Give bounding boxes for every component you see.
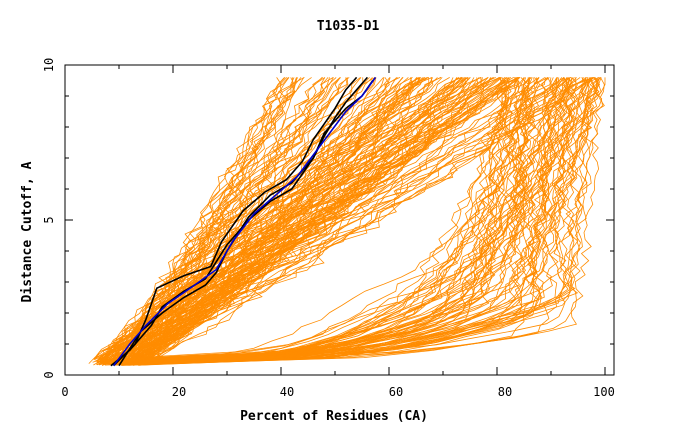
background-series-line (131, 77, 581, 362)
background-series-line (140, 77, 578, 361)
background-series-line (144, 77, 520, 363)
background-series-line (137, 77, 538, 365)
background-series-line (101, 77, 575, 363)
background-series-line (119, 77, 285, 359)
background-series-line (140, 77, 532, 364)
x-tick-label-40: 40 (280, 385, 294, 399)
background-series-line (104, 77, 510, 366)
background-series-line (103, 77, 323, 365)
highlight-series-group (110, 76, 377, 367)
background-series-line (124, 77, 542, 364)
background-series-line (152, 77, 460, 362)
background-series-line (114, 77, 558, 364)
background-series-line (123, 77, 305, 360)
background-series-line (139, 77, 549, 359)
background-series-line (138, 77, 531, 365)
background-series-line (96, 77, 592, 365)
x-tick-label-60: 60 (389, 385, 403, 399)
background-series-line (114, 77, 568, 366)
background-series-line (118, 77, 564, 360)
background-series-line (94, 77, 469, 361)
background-series-line (96, 77, 602, 364)
background-series-line (137, 77, 418, 364)
background-series-line (105, 77, 595, 362)
background-series-line (138, 77, 587, 366)
y-tick-label-5: 5 (42, 216, 56, 223)
background-series-line (101, 77, 391, 366)
chart-title: T1035-D1 (317, 19, 380, 34)
highlight-series-line-4 (112, 76, 377, 367)
background-series-line (136, 77, 594, 366)
background-series-line (104, 77, 341, 366)
background-series-line (106, 77, 541, 361)
y-tick-label-0: 0 (42, 371, 56, 378)
background-series-line (147, 77, 312, 364)
highlight-series-line-3 (118, 80, 374, 367)
background-series-line (102, 77, 569, 360)
background-series-line (110, 77, 592, 363)
background-series-line (126, 77, 509, 362)
x-axis-label: Percent of Residues (CA) (240, 409, 428, 424)
x-tick-label-80: 80 (498, 385, 512, 399)
x-tick-label-0: 0 (61, 385, 68, 399)
x-tick-label-100: 100 (593, 385, 615, 399)
background-series-line (105, 77, 568, 365)
background-series-line (88, 77, 334, 364)
y-tick-label-10: 10 (42, 58, 56, 72)
background-series-line (104, 77, 520, 360)
background-series-line (111, 77, 570, 365)
background-series-line (120, 77, 519, 359)
background-series-line (97, 77, 512, 360)
background-series-line (146, 77, 595, 363)
background-series-line (123, 77, 570, 363)
background-series-line (132, 77, 540, 361)
background-series-line (145, 77, 482, 361)
background-series-line (110, 77, 579, 366)
background-series-line (150, 77, 475, 359)
background-series-line (118, 77, 397, 365)
y-axis-label: Distance Cutoff, A (20, 161, 35, 302)
x-tick-label-20: 20 (172, 385, 186, 399)
background-series-line (132, 77, 421, 365)
background-series-line (118, 77, 601, 365)
background-series-line (121, 77, 574, 363)
background-series-line (124, 77, 603, 360)
background-series-group (88, 77, 606, 366)
axis-ticks (64, 64, 614, 376)
background-series-line (122, 77, 293, 363)
background-series-line (149, 77, 502, 363)
highlight-series-line-1 (110, 76, 369, 367)
background-series-line (112, 77, 588, 362)
background-series-line (133, 77, 546, 365)
background-series-line (123, 77, 599, 365)
background-series-line (113, 77, 505, 366)
background-series-line (111, 77, 573, 360)
background-series-line (132, 77, 593, 365)
background-series-line (137, 77, 489, 366)
background-series-line (96, 77, 404, 364)
background-series-line (144, 77, 467, 366)
background-series-line (100, 77, 576, 363)
highlight-series-line-2 (113, 76, 358, 367)
background-series-line (144, 77, 348, 364)
